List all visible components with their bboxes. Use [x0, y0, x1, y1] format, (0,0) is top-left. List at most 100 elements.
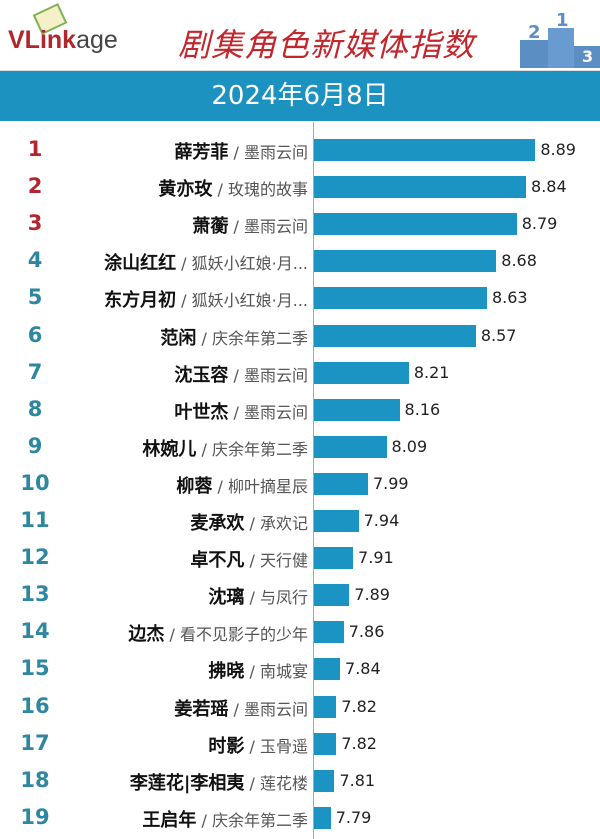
value-label: 7.94	[363, 511, 400, 530]
bar	[314, 324, 476, 347]
value-label: 8.21	[413, 362, 450, 382]
rank-label: 4	[27, 248, 43, 273]
rank-label: 13	[20, 582, 50, 607]
value-label: 8.68	[501, 251, 537, 271]
category-label: 柳蓉 / 柳叶摘星辰	[176, 475, 308, 497]
category-label: 麦承欢 / 承欢记	[190, 513, 308, 534]
role-name: 薛芳菲	[174, 142, 229, 163]
role-name: 边杰	[128, 624, 165, 646]
rank-label: 5	[27, 285, 43, 310]
show-name: 与凤行	[259, 588, 308, 608]
rank-label: 9	[27, 433, 43, 458]
category-label: 沈玉容 / 墨雨云间	[174, 364, 308, 386]
category-label: 时影 / 玉骨遥	[208, 735, 308, 757]
podium-icon: 213	[520, 10, 600, 68]
category-label: 李莲花|李相夷 / 莲花楼	[129, 772, 308, 794]
bar	[314, 621, 344, 644]
date-band: 2024年6月8日	[0, 70, 600, 121]
show-name: 狐妖小红娘·月...	[191, 254, 308, 274]
rank-label: 2	[27, 174, 43, 199]
value-label: 8.57	[480, 325, 517, 345]
role-name: 卓不凡	[190, 550, 245, 572]
role-name: 东方月初	[104, 290, 177, 312]
rank-label: 7	[27, 359, 43, 384]
role-name: 沈玉容	[174, 364, 229, 386]
role-name: 麦承欢	[190, 513, 245, 534]
category-label: 姜若瑶 / 墨雨云间	[174, 698, 308, 720]
bar	[314, 695, 337, 718]
role-name: 范闲	[160, 327, 197, 349]
value-label: 7.86	[348, 622, 385, 642]
category-label: 边杰 / 看不见影子的少年	[128, 624, 308, 646]
value-label: 7.91	[358, 548, 394, 568]
value-label: 7.89	[354, 585, 390, 605]
logo-suffix: age	[76, 26, 118, 54]
role-name: 王启年	[142, 809, 197, 831]
value-label: 7.81	[339, 770, 376, 790]
value-label: 8.63	[491, 288, 528, 308]
value-label: 7.79	[335, 807, 372, 827]
category-label: 薛芳菲 / 墨雨云间	[174, 142, 308, 163]
category-label: 林婉儿 / 庆余年第二季	[142, 438, 308, 460]
role-name: 萧蘅	[192, 216, 229, 238]
show-name: 庆余年第二季	[211, 810, 308, 830]
value-label: 8.84	[531, 177, 567, 197]
bar	[314, 176, 527, 199]
rank-label: 6	[27, 322, 43, 347]
value-label: 7.82	[341, 733, 377, 753]
role-name: 李莲花|李相夷	[129, 772, 245, 794]
value-label: 7.82	[341, 696, 377, 716]
bar	[314, 510, 359, 532]
role-name: 黄亦玫	[158, 179, 213, 201]
show-name: 莲花楼	[259, 773, 308, 793]
svg-text:3: 3	[582, 47, 593, 66]
rank-label: 8	[27, 396, 43, 421]
rank-label: 11	[20, 508, 50, 532]
logo-text: VLink	[8, 26, 77, 54]
bar	[314, 732, 337, 755]
svg-text:2: 2	[528, 22, 541, 43]
rank-label: 10	[20, 470, 50, 495]
rank-label: 19	[20, 804, 50, 829]
role-name: 柳蓉	[176, 475, 213, 497]
show-name: 庆余年第二季	[211, 439, 308, 459]
category-label: 萧蘅 / 墨雨云间	[192, 216, 308, 238]
bar	[314, 287, 487, 310]
value-label: 8.89	[540, 140, 576, 159]
vlinkage-logo: VLinkage	[8, 26, 118, 55]
rank-label: 15	[20, 656, 50, 681]
category-label: 叶世杰 / 墨雨云间	[174, 401, 308, 423]
value-label: 7.84	[345, 659, 381, 679]
bar	[314, 213, 517, 236]
show-name: 墨雨云间	[243, 699, 308, 719]
rank-label: 18	[20, 767, 50, 792]
category-label: 范闲 / 庆余年第二季	[160, 327, 308, 349]
category-label: 拂晓 / 南城宴	[208, 661, 308, 683]
role-name: 沈璃	[208, 587, 245, 609]
bar	[314, 584, 350, 607]
bar	[314, 139, 536, 161]
category-label: 沈璃 / 与凤行	[208, 587, 308, 609]
bar	[314, 361, 409, 384]
role-name: 林婉儿	[142, 438, 197, 460]
show-name: 玉骨遥	[259, 736, 308, 756]
rank-label: 12	[20, 545, 50, 570]
role-name: 涂山红红	[104, 253, 177, 275]
category-label: 王启年 / 庆余年第二季	[142, 809, 308, 831]
rank-label: 17	[20, 730, 50, 755]
bar	[314, 472, 368, 495]
show-name: 玫瑰的故事	[227, 180, 308, 200]
bar	[314, 806, 331, 829]
show-name: 狐妖小红娘·月...	[191, 291, 308, 311]
show-name: 墨雨云间	[243, 402, 308, 422]
show-name: 看不见影子的少年	[179, 625, 308, 645]
role-name: 时影	[208, 735, 245, 757]
show-name: 庆余年第二季	[211, 328, 308, 348]
show-name: 南城宴	[259, 662, 308, 682]
category-label: 黄亦玫 / 玫瑰的故事	[158, 179, 308, 201]
value-label: 7.99	[372, 473, 409, 493]
category-label: 东方月初 / 狐妖小红娘·月...	[104, 290, 308, 312]
show-name: 承欢记	[259, 514, 308, 533]
category-label: 涂山红红 / 狐妖小红娘·月...	[104, 253, 308, 275]
rank-label: 16	[20, 693, 50, 718]
